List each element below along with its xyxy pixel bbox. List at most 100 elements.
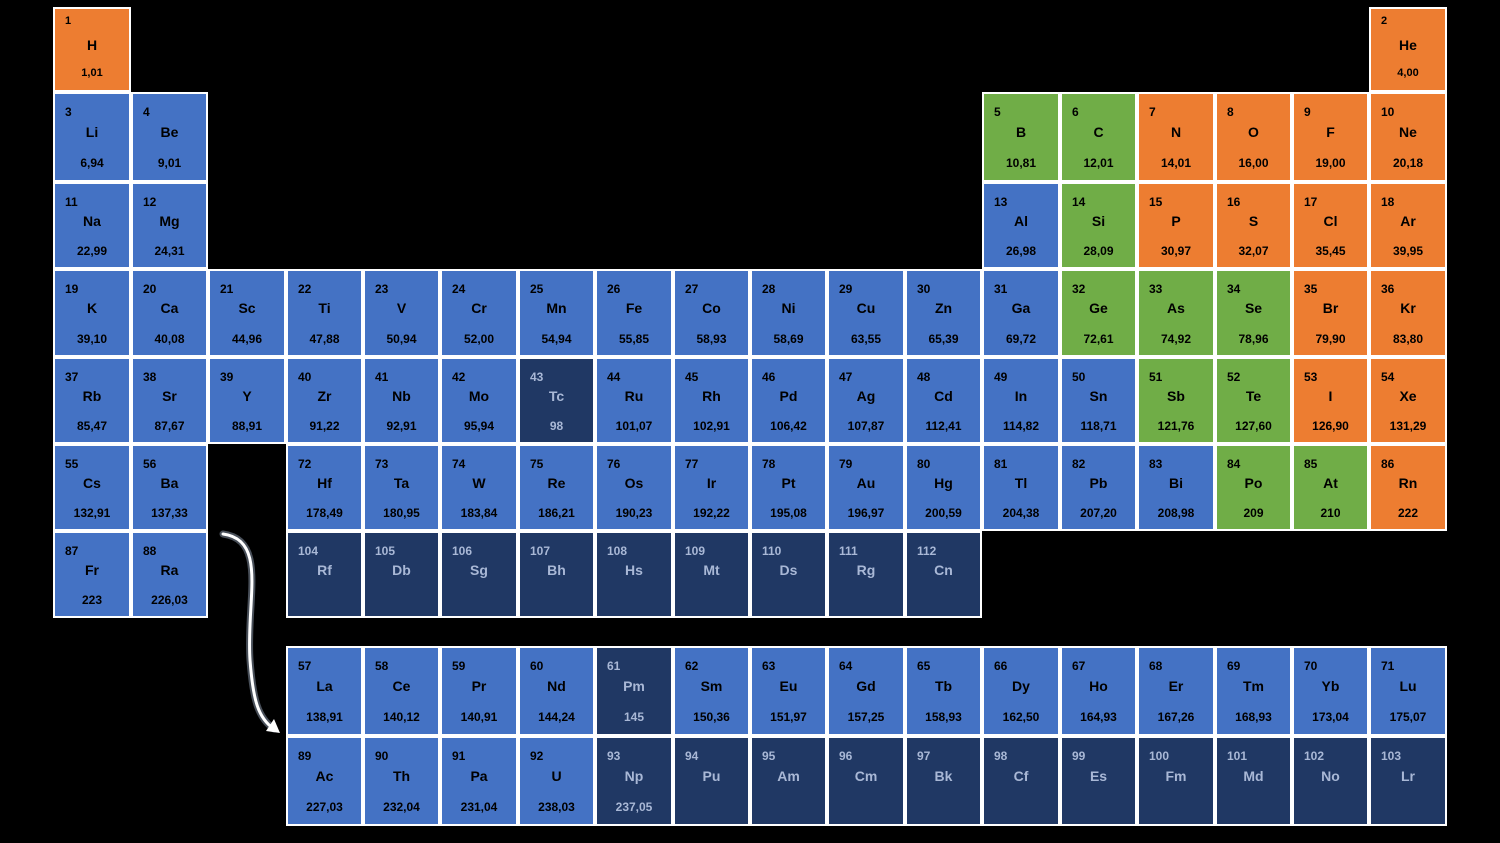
atomic-number: 82 (1072, 457, 1086, 471)
element-ac: 89 Ac 227,03 (286, 736, 363, 826)
element-symbol: Bk (934, 768, 953, 784)
element-bk: 97 Bk (905, 736, 982, 826)
atomic-number: 101 (1227, 749, 1248, 763)
element-symbol: Sc (238, 300, 256, 316)
atomic-mass: 150,36 (693, 710, 730, 724)
atomic-number: 28 (762, 282, 776, 296)
element-lu: 71 Lu 175,07 (1369, 646, 1447, 736)
atomic-mass: 140,91 (460, 710, 498, 724)
element-dy: 66 Dy 162,50 (982, 646, 1060, 736)
atomic-mass: 232,04 (383, 800, 420, 814)
atomic-number: 47 (839, 370, 853, 384)
element-symbol: Pb (1089, 475, 1108, 491)
atomic-number: 11 (65, 195, 78, 209)
atomic-mass: 190,23 (615, 506, 653, 520)
element-am: 95 Am (750, 736, 827, 826)
element-symbol: Sb (1167, 388, 1185, 404)
atomic-mass: 209 (1243, 506, 1264, 520)
atomic-number: 53 (1304, 370, 1318, 384)
element-cu: 29 Cu 63,55 (827, 269, 905, 357)
atomic-number: 38 (143, 370, 157, 384)
atomic-number: 23 (375, 282, 389, 296)
element-sc: 21 Sc 44,96 (208, 269, 286, 357)
element-sn: 50 Sn 118,71 (1060, 357, 1137, 444)
atomic-number: 66 (994, 659, 1008, 673)
element-md: 101 Md (1215, 736, 1292, 826)
atomic-mass: 204,38 (1002, 506, 1040, 520)
atomic-mass: 192,22 (693, 506, 730, 520)
atomic-mass: 58,93 (696, 332, 727, 346)
element-s: 16 S 32,07 (1215, 182, 1292, 269)
element-symbol: Eu (779, 678, 798, 694)
atomic-number: 44 (607, 370, 621, 384)
element-ge: 32 Ge 72,61 (1060, 269, 1137, 357)
atomic-number: 31 (994, 282, 1008, 296)
atomic-number: 108 (607, 544, 628, 558)
element-symbol: V (396, 300, 407, 316)
atomic-mass: 63,55 (850, 332, 882, 346)
element-br: 35 Br 79,90 (1292, 269, 1369, 357)
element-symbol: Ra (160, 562, 179, 578)
element-mt: 109 Mt (673, 531, 750, 618)
atomic-number: 55 (65, 457, 79, 471)
atomic-number: 87 (65, 544, 79, 558)
element-symbol: Mo (468, 388, 490, 404)
element-symbol: B (1015, 124, 1027, 140)
element-symbol: Np (624, 768, 644, 784)
atomic-mass: 85,47 (76, 419, 108, 433)
atomic-number: 112 (917, 544, 937, 558)
atomic-mass: 98 (549, 419, 564, 433)
element-ho: 67 Ho 164,93 (1060, 646, 1137, 736)
atomic-mass: 164,93 (1080, 710, 1117, 724)
atomic-mass: 168,93 (1235, 710, 1272, 724)
element-symbol: Pu (702, 768, 721, 784)
atomic-number: 5 (994, 105, 1001, 119)
element-symbol: He (1399, 37, 1417, 53)
element-ta: 73 Ta 180,95 (363, 444, 440, 531)
atomic-mass: 102,91 (693, 419, 730, 433)
atomic-mass: 207,20 (1080, 506, 1117, 520)
atomic-mass: 30,97 (1160, 244, 1192, 258)
element-symbol: Sn (1089, 388, 1108, 404)
atomic-mass: 44,96 (231, 332, 263, 346)
atomic-mass: 137,33 (151, 506, 188, 520)
element-er: 68 Er 167,26 (1137, 646, 1215, 736)
atomic-mass: 22,99 (76, 244, 108, 258)
element-al: 13 Al 26,98 (982, 182, 1060, 269)
atomic-number: 52 (1227, 370, 1241, 384)
atomic-mass: 87,67 (154, 419, 185, 433)
element-cf: 98 Cf (982, 736, 1060, 826)
element-eu: 63 Eu 151,97 (750, 646, 827, 736)
atomic-mass: 112,41 (925, 419, 962, 433)
element-symbol: Au (856, 475, 876, 491)
atomic-mass: 32,07 (1238, 244, 1269, 258)
element-symbol: Co (702, 300, 721, 316)
element-symbol: W (472, 475, 486, 491)
atomic-number: 35 (1304, 282, 1318, 296)
element-symbol: Cf (1013, 768, 1029, 784)
atomic-mass: 54,94 (541, 332, 572, 346)
element-se: 34 Se 78,96 (1215, 269, 1292, 357)
atomic-mass: 39,95 (1392, 244, 1424, 258)
element-gd: 64 Gd 157,25 (827, 646, 905, 736)
element-symbol: Pm (623, 678, 645, 694)
element-zn: 30 Zn 65,39 (905, 269, 982, 357)
element-as: 33 As 74,92 (1137, 269, 1215, 357)
atomic-number: 15 (1149, 195, 1163, 209)
element-rf: 104 Rf (286, 531, 363, 618)
element-ni: 28 Ni 58,69 (750, 269, 827, 357)
atomic-mass: 50,94 (386, 332, 417, 346)
atomic-mass: 19,00 (1315, 156, 1346, 170)
element-rn: 86 Rn 222 (1369, 444, 1447, 531)
element-symbol: Cn (934, 562, 953, 578)
element-symbol: Md (1243, 768, 1264, 784)
element-mn: 25 Mn 54,94 (518, 269, 595, 357)
atomic-mass: 145 (623, 710, 645, 724)
element-symbol: C (1093, 124, 1104, 140)
atomic-number: 104 (298, 544, 319, 558)
atomic-mass: 72,61 (1083, 332, 1114, 346)
atomic-number: 95 (762, 749, 776, 763)
element-symbol: Se (1244, 300, 1263, 316)
element-symbol: Zn (934, 300, 953, 316)
atomic-number: 2 (1381, 15, 1388, 27)
